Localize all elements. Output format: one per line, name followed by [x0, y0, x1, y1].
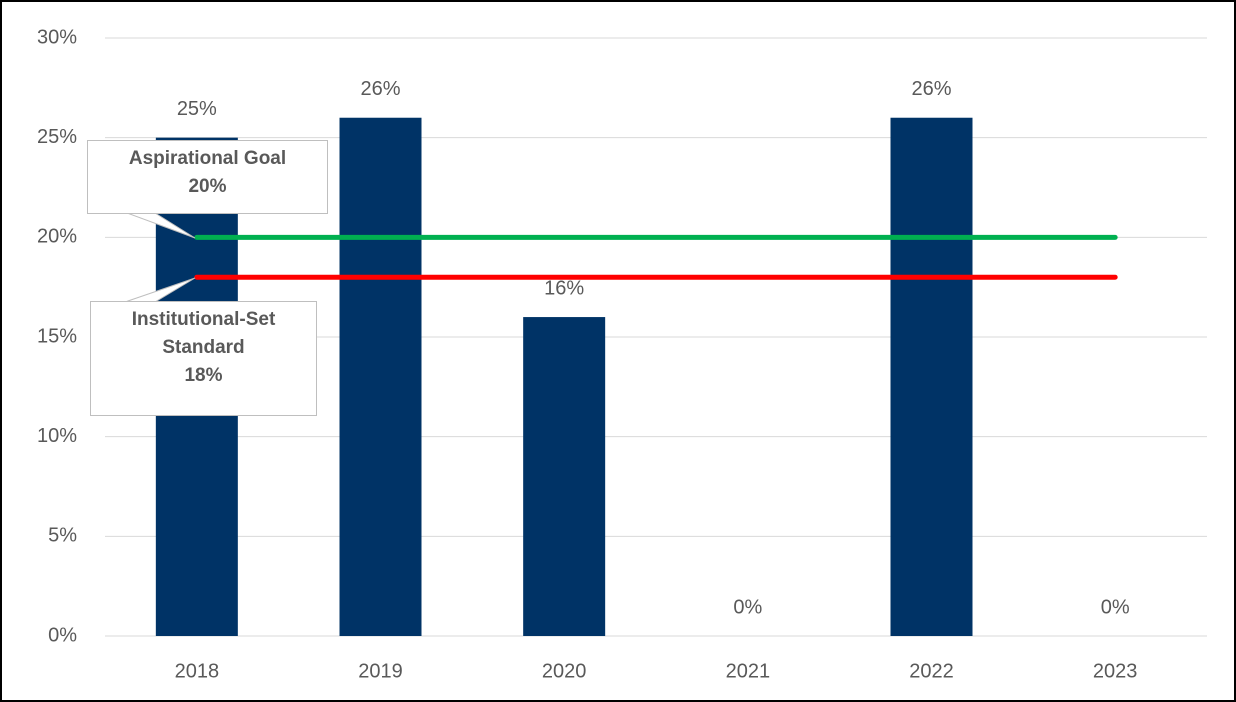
y-tick-label: 5%: [48, 525, 77, 547]
bar: [890, 117, 973, 636]
bar: [523, 317, 606, 636]
y-tick-label: 15%: [37, 325, 77, 347]
x-tick-label: 2020: [542, 660, 587, 682]
callout-standard: Institutional-Set Standard 18%: [90, 301, 317, 416]
bar: [339, 117, 422, 636]
y-tick-label: 0%: [48, 624, 77, 646]
plot: 0% 5% 10% 15% 20% 25% 30% 2018 25% 2019 26% 2020 16%…: [37, 26, 1207, 682]
data-label: 16%: [544, 277, 584, 299]
x-tick-label: 2021: [726, 660, 771, 682]
data-label: 26%: [911, 78, 951, 100]
x-tick-label: 2022: [909, 660, 954, 682]
y-tick-label: 25%: [37, 126, 77, 148]
callout-name: Aspirational Goal: [128, 148, 287, 169]
callout-name: Institutional-Set Standard: [131, 309, 276, 358]
data-label: 0%: [733, 596, 762, 618]
y-tick-label: 30%: [37, 26, 77, 48]
callout-value: 18%: [184, 365, 223, 386]
data-label: 25%: [177, 98, 217, 120]
x-tick-label: 2018: [175, 660, 220, 682]
x-tick-label: 2019: [358, 660, 403, 682]
callout-value: 20%: [188, 176, 227, 197]
x-tick-label: 2023: [1093, 660, 1138, 682]
callout-aspirational: Aspirational Goal 20%: [87, 140, 328, 214]
data-label: 0%: [1101, 596, 1130, 618]
y-tick-label: 20%: [37, 226, 77, 248]
data-label: 26%: [360, 78, 400, 100]
y-tick-label: 10%: [37, 425, 77, 447]
